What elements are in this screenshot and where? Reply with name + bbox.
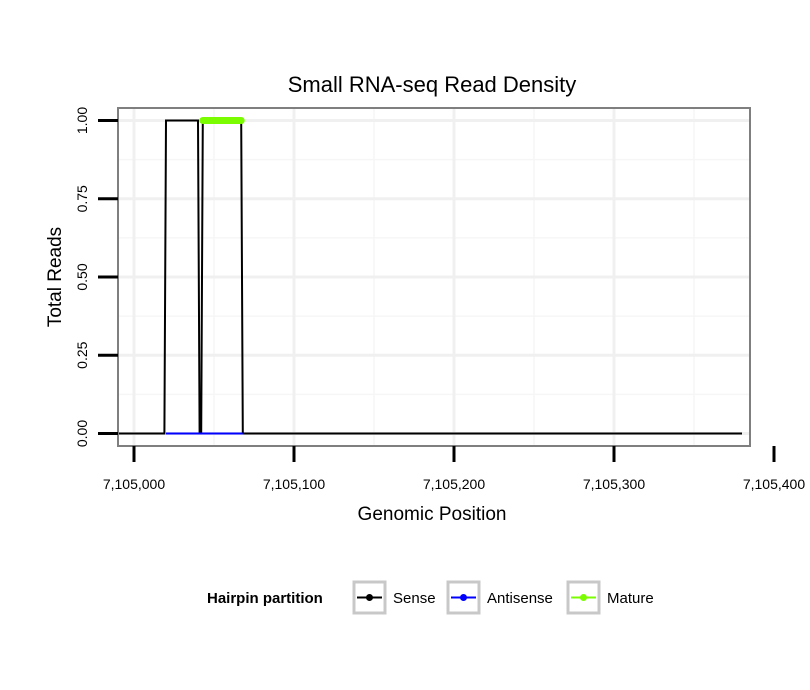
chart-title: Small RNA-seq Read Density [288,72,577,97]
series-lines [118,117,742,435]
legend-label: Mature [607,590,654,607]
legend: Hairpin partition Sense Antisense Mature [207,580,654,615]
legend-key-dot [580,594,587,601]
legend-title: Hairpin partition [207,590,323,607]
y-axis-ticks: 0.00 0.25 0.50 0.75 1.00 [74,107,118,447]
legend-item-mature: Mature [566,580,654,615]
y-tick-label: 0.75 [74,185,90,212]
y-tick-label: 0.00 [74,420,90,447]
legend-label: Antisense [487,590,553,607]
x-tick-label: 7,105,400 [743,476,805,492]
legend-item-sense: Sense [352,580,436,615]
legend-label: Sense [393,590,436,607]
x-axis-title: Genomic Position [358,504,507,525]
legend-key-dot [366,594,373,601]
legend-key-dot [460,594,467,601]
y-tick-label: 1.00 [74,107,90,134]
y-tick-label: 0.25 [74,341,90,368]
x-tick-label: 7,105,200 [423,476,485,492]
legend-item-antisense: Antisense [446,580,553,615]
x-axis-ticks: 7,105,000 7,105,100 7,105,200 7,105,300 7,10… [103,446,805,492]
grid-lines [118,108,750,446]
x-tick-label: 7,105,100 [263,476,325,492]
x-tick-label: 7,105,000 [103,476,165,492]
y-axis-title: Total Reads [45,227,66,327]
y-tick-label: 0.50 [74,263,90,290]
x-tick-label: 7,105,300 [583,476,645,492]
